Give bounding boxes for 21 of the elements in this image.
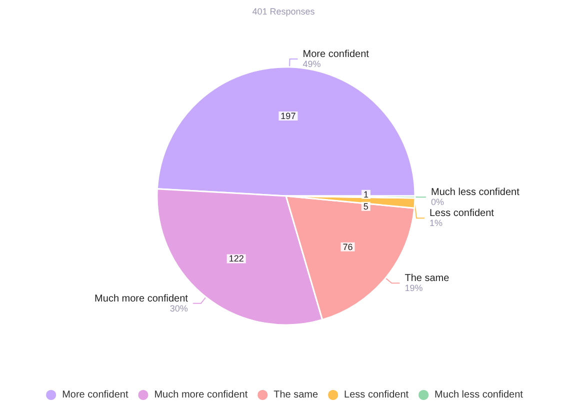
legend-label: The same xyxy=(274,390,318,400)
data-label: 1 xyxy=(363,189,368,200)
text: 1% xyxy=(429,218,442,228)
slice-label: The same xyxy=(404,273,450,284)
slice-label: Much more confident xyxy=(94,293,188,304)
text: 0% xyxy=(430,197,444,208)
data-label: 197 xyxy=(280,111,296,122)
chart-title: 401 Responses xyxy=(252,6,316,16)
slice-label: Much less confident xyxy=(430,187,520,198)
slice-label: Less confident xyxy=(429,208,494,220)
legend-label: Less confident xyxy=(344,390,409,400)
legend-label: Much more confident xyxy=(154,390,248,400)
slice-label: More confident xyxy=(302,49,370,60)
data-label: 5 xyxy=(363,201,368,212)
data-label: 76 xyxy=(342,242,353,252)
legend-label: Much less confident xyxy=(434,390,524,400)
data-label: 122 xyxy=(228,254,244,264)
text: 19% xyxy=(404,283,423,294)
legend-label: More confident xyxy=(62,390,128,400)
text: 49% xyxy=(302,59,321,70)
text: 30% xyxy=(170,303,188,314)
